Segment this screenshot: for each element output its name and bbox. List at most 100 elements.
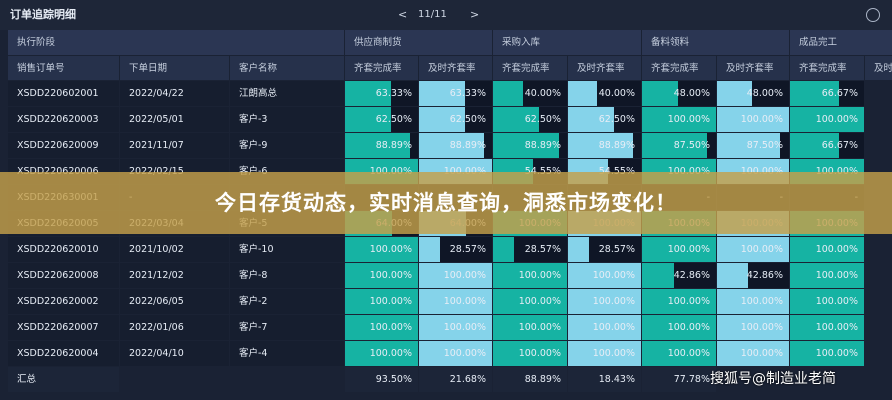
rate-cell: 100.00% bbox=[568, 341, 641, 366]
rate-value: 100.00% bbox=[345, 159, 418, 184]
rate-bar bbox=[568, 133, 633, 158]
rate-value: 62.50% bbox=[449, 114, 486, 125]
rate-value: 100.00% bbox=[667, 296, 710, 307]
rate-value: 40.00% bbox=[598, 88, 635, 99]
column-header: 齐套完成率 bbox=[642, 56, 716, 80]
rate-cell: 100.00% bbox=[419, 263, 492, 288]
rate-value: 48.00% bbox=[673, 88, 710, 99]
rate-bar bbox=[642, 289, 716, 314]
rate-value: 100.00% bbox=[419, 159, 492, 184]
rate-cell: 100.00% bbox=[790, 237, 864, 262]
rate-bar bbox=[568, 263, 641, 288]
rate-cell: 100.00% bbox=[345, 341, 418, 366]
rate-cell: 62.50% bbox=[345, 107, 418, 132]
rate-cell: 88.89% bbox=[345, 133, 418, 158]
rate-bar bbox=[345, 133, 410, 158]
rate-cell: 100.00% bbox=[345, 263, 418, 288]
rate-value: 100.00% bbox=[667, 244, 710, 255]
rate-bar bbox=[717, 289, 789, 314]
rate-cell: 28.57% bbox=[493, 237, 567, 262]
table-cell: 客户-3 bbox=[230, 107, 344, 132]
rate-cell: 88.89% bbox=[493, 133, 567, 158]
rate-value: 63.33% bbox=[375, 88, 412, 99]
rate-value: 100.00% bbox=[642, 159, 716, 184]
rate-value: 100.00% bbox=[667, 114, 710, 125]
rate-cell: 100.00% bbox=[419, 315, 492, 340]
corner-icon[interactable] bbox=[866, 8, 880, 22]
column-header: 及时齐套率 bbox=[717, 56, 789, 80]
rate-value: 100.00% bbox=[518, 296, 561, 307]
rate-value: 66.67% bbox=[821, 140, 858, 151]
table-cell: XSDD220620010 bbox=[8, 237, 119, 262]
rate-bar bbox=[419, 81, 466, 106]
rate-cell: 100.00% bbox=[568, 315, 641, 340]
rate-bar bbox=[790, 315, 864, 340]
rate-value: 100.00% bbox=[740, 296, 783, 307]
rate-cell: 48.00% bbox=[717, 81, 789, 106]
top-bar bbox=[0, 0, 892, 30]
rate-value: 100.00% bbox=[443, 322, 486, 333]
rate-bar bbox=[419, 263, 492, 288]
column-header: 销售订单号 bbox=[8, 56, 119, 80]
prev-page[interactable]: < bbox=[398, 8, 408, 21]
rate-cell: 88.89% bbox=[419, 133, 492, 158]
rate-cell: 62.50% bbox=[419, 107, 492, 132]
rate-bar bbox=[419, 341, 492, 366]
rate-cell: 100.00% bbox=[717, 237, 789, 262]
rate-bar bbox=[345, 81, 392, 106]
rate-cell: 100.00% bbox=[642, 315, 716, 340]
rate-value: 88.89% bbox=[449, 140, 486, 151]
column-header: 及时齐套率 bbox=[865, 56, 892, 80]
rate-cell: 88.89% bbox=[568, 133, 641, 158]
rate-value: 28.57% bbox=[449, 244, 486, 255]
rate-value: 88.89% bbox=[598, 140, 635, 151]
rate-cell: 28.57% bbox=[568, 237, 641, 262]
rate-bar bbox=[493, 237, 515, 262]
rate-value: 87.50% bbox=[746, 140, 783, 151]
table-cell: 2021/12/02 bbox=[120, 263, 229, 288]
column-header: 齐套完成率 bbox=[493, 56, 567, 80]
rate-value: 100.00% bbox=[740, 348, 783, 359]
rate-cell: 100.00% bbox=[568, 263, 641, 288]
rate-cell: 100.00% bbox=[568, 289, 641, 314]
rate-value: 100.00% bbox=[443, 348, 486, 359]
rate-value: 100.00% bbox=[592, 348, 635, 359]
rate-bar bbox=[345, 315, 418, 340]
table-cell: 客户-7 bbox=[230, 315, 344, 340]
rate-value: 100.00% bbox=[815, 296, 858, 307]
rate-value: 100.00% bbox=[815, 114, 858, 125]
rate-value: 66.67% bbox=[821, 88, 858, 99]
rate-value: 100.00% bbox=[740, 322, 783, 333]
rate-cell: 100.00% bbox=[717, 315, 789, 340]
table-cell: XSDD220620007 bbox=[8, 315, 119, 340]
rate-value: 100.00% bbox=[369, 244, 412, 255]
rate-bar bbox=[568, 107, 614, 132]
rate-bar bbox=[790, 81, 840, 106]
rate-bar bbox=[345, 341, 418, 366]
rate-bar bbox=[345, 237, 418, 262]
rate-cell: 100.00% bbox=[790, 107, 864, 132]
table-cell: 江朗高总 bbox=[230, 81, 344, 106]
rate-cell: 48.00% bbox=[642, 81, 716, 106]
rate-value: 42.86% bbox=[673, 270, 710, 281]
rate-cell: 100.00% bbox=[345, 289, 418, 314]
rate-cell: 87.50% bbox=[642, 133, 716, 158]
rate-bar bbox=[419, 107, 465, 132]
rate-value: 100.00% bbox=[790, 159, 864, 184]
rate-value: 100.00% bbox=[443, 296, 486, 307]
rate-bar bbox=[493, 315, 567, 340]
table-cell: XSDD220620009 bbox=[8, 133, 119, 158]
rate-value: 54.55% bbox=[493, 159, 567, 184]
rate-cell: 42.86% bbox=[717, 263, 789, 288]
rate-bar bbox=[717, 263, 748, 288]
rate-cell: 40.00% bbox=[493, 81, 567, 106]
rate-value: 100.00% bbox=[740, 244, 783, 255]
rate-cell: 28.57% bbox=[419, 237, 492, 262]
rate-value: 88.89% bbox=[524, 140, 561, 151]
group-header: 供应商制货 bbox=[345, 30, 492, 55]
table-cell: 2022/04/10 bbox=[120, 341, 229, 366]
next-page[interactable]: > bbox=[470, 8, 480, 21]
rate-cell: 100.00% bbox=[717, 289, 789, 314]
rate-value: 62.50% bbox=[375, 114, 412, 125]
rate-cell: 100.00% bbox=[493, 315, 567, 340]
